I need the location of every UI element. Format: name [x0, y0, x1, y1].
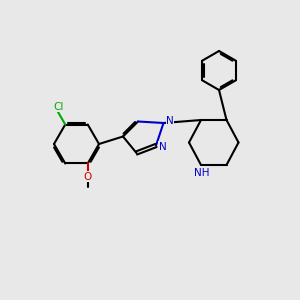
Text: NH: NH: [194, 168, 209, 178]
Text: Cl: Cl: [53, 102, 64, 112]
Text: N: N: [166, 116, 174, 127]
Text: N: N: [159, 142, 167, 152]
Text: O: O: [84, 172, 92, 182]
